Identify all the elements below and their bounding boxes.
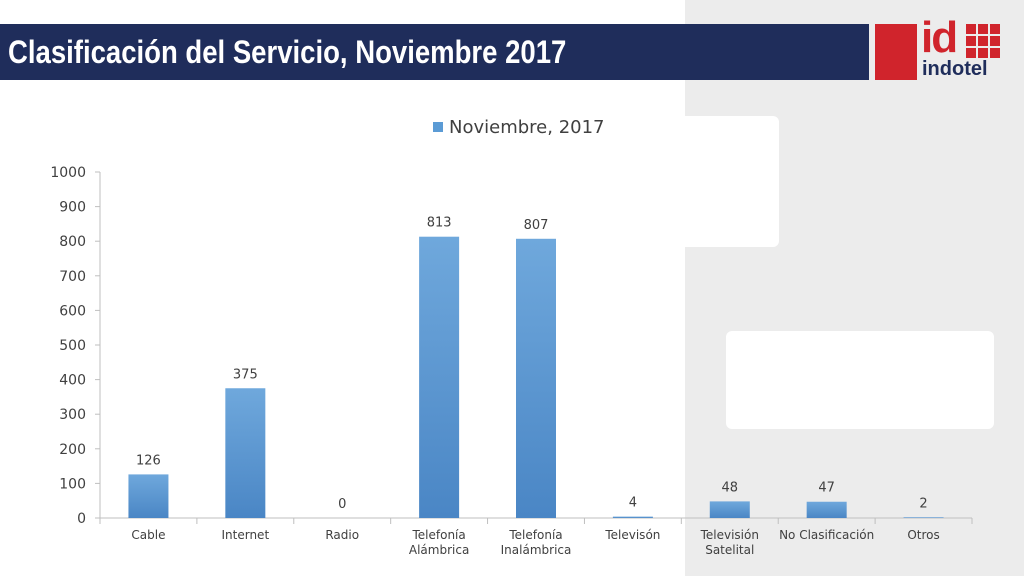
- logo-name: indotel: [922, 58, 988, 80]
- background-notch: [685, 116, 779, 247]
- logo-grid-icon: [966, 24, 1000, 58]
- y-tick-label: 0: [77, 511, 86, 527]
- data-label: 2: [919, 496, 927, 511]
- background-panel: [685, 0, 1024, 576]
- title-bar: Clasificación del Servicio, Noviembre 20…: [0, 24, 869, 80]
- bar: [419, 236, 460, 518]
- logo-red-block: [875, 24, 917, 80]
- y-tick-label: 400: [59, 373, 86, 389]
- logo-id-mark: id: [921, 13, 958, 62]
- y-tick-label: 900: [59, 200, 86, 216]
- y-tick-label: 700: [59, 269, 86, 285]
- x-tick-label: Inalámbrica: [501, 543, 572, 557]
- x-tick-label: Satelital: [705, 543, 754, 557]
- y-tick-label: 1000: [50, 165, 86, 181]
- x-tick-label: Telefonía: [411, 528, 465, 542]
- y-tick-label: 100: [59, 476, 86, 492]
- y-tick-label: 600: [59, 303, 86, 319]
- x-tick-label: Alámbrica: [409, 543, 469, 557]
- bar: [806, 501, 847, 518]
- bar: [612, 516, 653, 518]
- x-tick-label: Telefonía: [508, 528, 562, 542]
- data-label: 126: [136, 453, 161, 468]
- bar: [903, 517, 944, 518]
- y-tick-label: 300: [59, 407, 86, 423]
- data-label: 48: [722, 480, 739, 495]
- data-label: 4: [629, 496, 637, 511]
- data-label: 807: [524, 218, 549, 233]
- y-tick-label: 200: [59, 442, 86, 458]
- legend-swatch: [433, 122, 443, 132]
- legend-label: Noviembre, 2017: [449, 116, 605, 138]
- x-tick-label: Televisión: [700, 528, 759, 542]
- y-tick-label: 500: [59, 338, 86, 354]
- bar: [516, 238, 556, 518]
- chart-legend: Noviembre, 2017: [433, 116, 605, 138]
- bar: [709, 501, 750, 518]
- page-title: Clasificación del Servicio, Noviembre 20…: [8, 34, 567, 70]
- x-tick-label: Otros: [907, 528, 939, 542]
- data-label: 47: [818, 481, 835, 496]
- background-card: [726, 331, 994, 429]
- data-label: 813: [427, 216, 452, 231]
- bar: [225, 388, 266, 518]
- bar: [128, 474, 169, 518]
- x-tick-label: Radio: [325, 528, 359, 542]
- x-tick-label: No Clasificación: [779, 528, 874, 542]
- y-tick-label: 800: [59, 234, 86, 250]
- data-label: 0: [338, 497, 346, 512]
- x-tick-label: Televisón: [604, 528, 660, 542]
- data-label: 375: [233, 367, 258, 382]
- x-tick-label: Cable: [131, 528, 165, 542]
- x-tick-label: Internet: [222, 528, 270, 542]
